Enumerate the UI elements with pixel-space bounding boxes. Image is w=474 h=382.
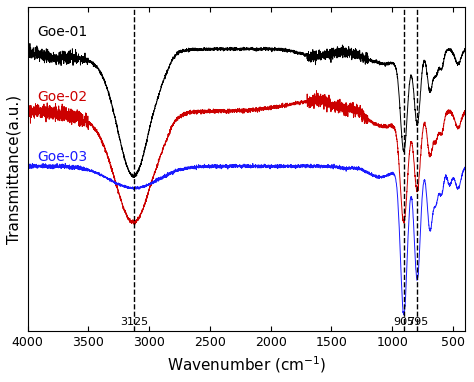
Text: 905: 905 bbox=[393, 317, 414, 327]
Y-axis label: Transmittance(a.u.): Transmittance(a.u.) bbox=[7, 94, 22, 243]
X-axis label: Wavenumber (cm$^{-1}$): Wavenumber (cm$^{-1}$) bbox=[167, 354, 326, 375]
Text: 3125: 3125 bbox=[120, 317, 148, 327]
Text: Goe-02: Goe-02 bbox=[37, 90, 87, 104]
Text: Goe-01: Goe-01 bbox=[37, 25, 88, 39]
Text: Goe-03: Goe-03 bbox=[37, 151, 87, 164]
Text: 795: 795 bbox=[407, 317, 428, 327]
